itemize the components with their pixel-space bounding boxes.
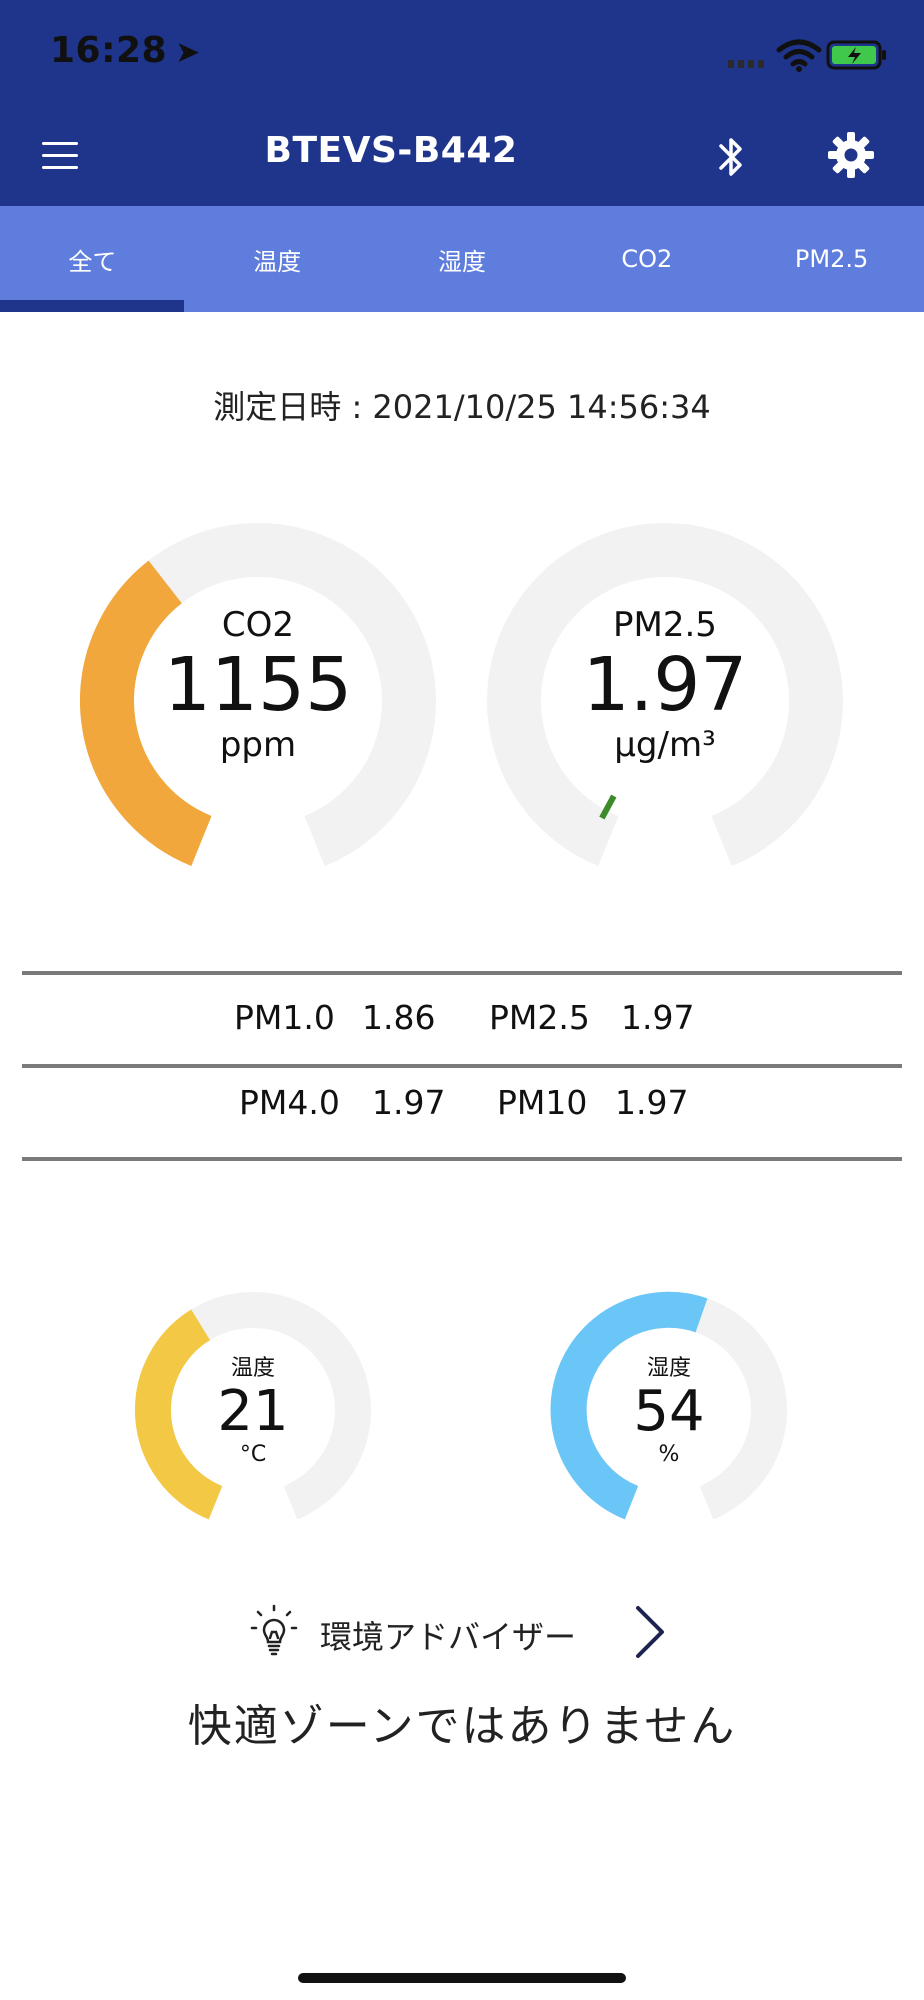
tab-temperature[interactable]: 温度 xyxy=(253,247,302,276)
pm-table-rule-middle xyxy=(22,1064,902,1068)
co2-gauge-label: CO2 xyxy=(221,605,295,645)
location-arrow-icon: ➤ xyxy=(175,35,201,70)
humidity-gauge-unit: % xyxy=(658,1442,680,1467)
environment-advisor-label: 環境アドバイザー xyxy=(320,1618,577,1656)
pm10-label: PM1.0 xyxy=(234,998,335,1037)
status-time: 16:28 ➤ xyxy=(50,30,201,71)
humidity-gauge-fill xyxy=(550,1291,708,1520)
co2-gauge-readout: CO2 1155 ppm xyxy=(138,605,378,765)
pm100-label: PM10 xyxy=(497,1083,588,1122)
pm40-label: PM4.0 xyxy=(239,1083,340,1122)
co2-gauge-value: 1155 xyxy=(163,642,353,728)
tab-co2[interactable]: CO2 xyxy=(621,245,673,273)
pm10-value: 1.86 xyxy=(362,998,436,1037)
app-header: 16:28 ➤ BTEVS-B442 xyxy=(0,0,924,206)
advisor-message: 快適ゾーンではありません xyxy=(187,1701,737,1752)
measurement-datetime: 測定日時 : 2021/10/25 14:56:34 xyxy=(213,388,711,426)
gear-icon[interactable] xyxy=(826,130,876,180)
pm100-value: 1.97 xyxy=(615,1083,689,1122)
temperature-gauge-label: 温度 xyxy=(230,1356,275,1381)
pm40-value: 1.97 xyxy=(372,1083,446,1122)
humidity-gauge-label: 湿度 xyxy=(646,1356,691,1381)
pm25-gauge-marker xyxy=(599,794,617,820)
co2-gauge-unit: ppm xyxy=(219,725,297,765)
humidity-gauge-value: 54 xyxy=(633,1379,705,1444)
tab-humidity[interactable]: 湿度 xyxy=(437,247,486,276)
pm25-gauge-unit: μg/m³ xyxy=(614,725,716,765)
cellular-signal-icon xyxy=(728,60,768,68)
tab-all[interactable]: 全て xyxy=(68,247,117,276)
temperature-gauge-fill xyxy=(135,1309,223,1520)
bluetooth-icon[interactable] xyxy=(712,133,750,181)
pm25-gauge-label: PM2.5 xyxy=(613,605,717,645)
pm-table-rule-bottom xyxy=(22,1157,902,1161)
pm25-row-value: 1.97 xyxy=(621,998,695,1037)
device-title: BTEVS-B442 xyxy=(264,130,518,171)
lightbulb-icon xyxy=(250,1604,298,1656)
pm25-gauge-readout: PM2.5 1.97 μg/m³ xyxy=(545,605,785,765)
pm-table-rule-top xyxy=(22,971,902,975)
home-indicator xyxy=(298,1973,626,1983)
status-time-text: 16:28 xyxy=(50,30,168,71)
pm25-gauge-value: 1.97 xyxy=(582,642,748,728)
menu-icon[interactable] xyxy=(42,140,78,170)
wifi-icon xyxy=(776,39,822,72)
battery-icon xyxy=(826,40,886,70)
pm25-gauge-track xyxy=(487,523,843,867)
temperature-gauge-readout: 温度 21 °C xyxy=(193,1350,313,1467)
co2-gauge-fill xyxy=(80,560,213,867)
temperature-gauge-unit: °C xyxy=(239,1442,267,1467)
pm25-row-label: PM2.5 xyxy=(489,998,590,1037)
tab-pm25[interactable]: PM2.5 xyxy=(794,245,869,273)
tab-bar: 全て 温度 湿度 CO2 PM2.5 xyxy=(0,206,924,312)
tab-selected-indicator xyxy=(0,300,184,312)
humidity-gauge-readout: 湿度 54 % xyxy=(609,1350,729,1467)
environment-advisor-link[interactable]: 環境アドバイザー xyxy=(0,1600,924,1660)
temperature-gauge-value: 21 xyxy=(217,1379,289,1444)
chevron-right-icon[interactable] xyxy=(630,1604,670,1660)
